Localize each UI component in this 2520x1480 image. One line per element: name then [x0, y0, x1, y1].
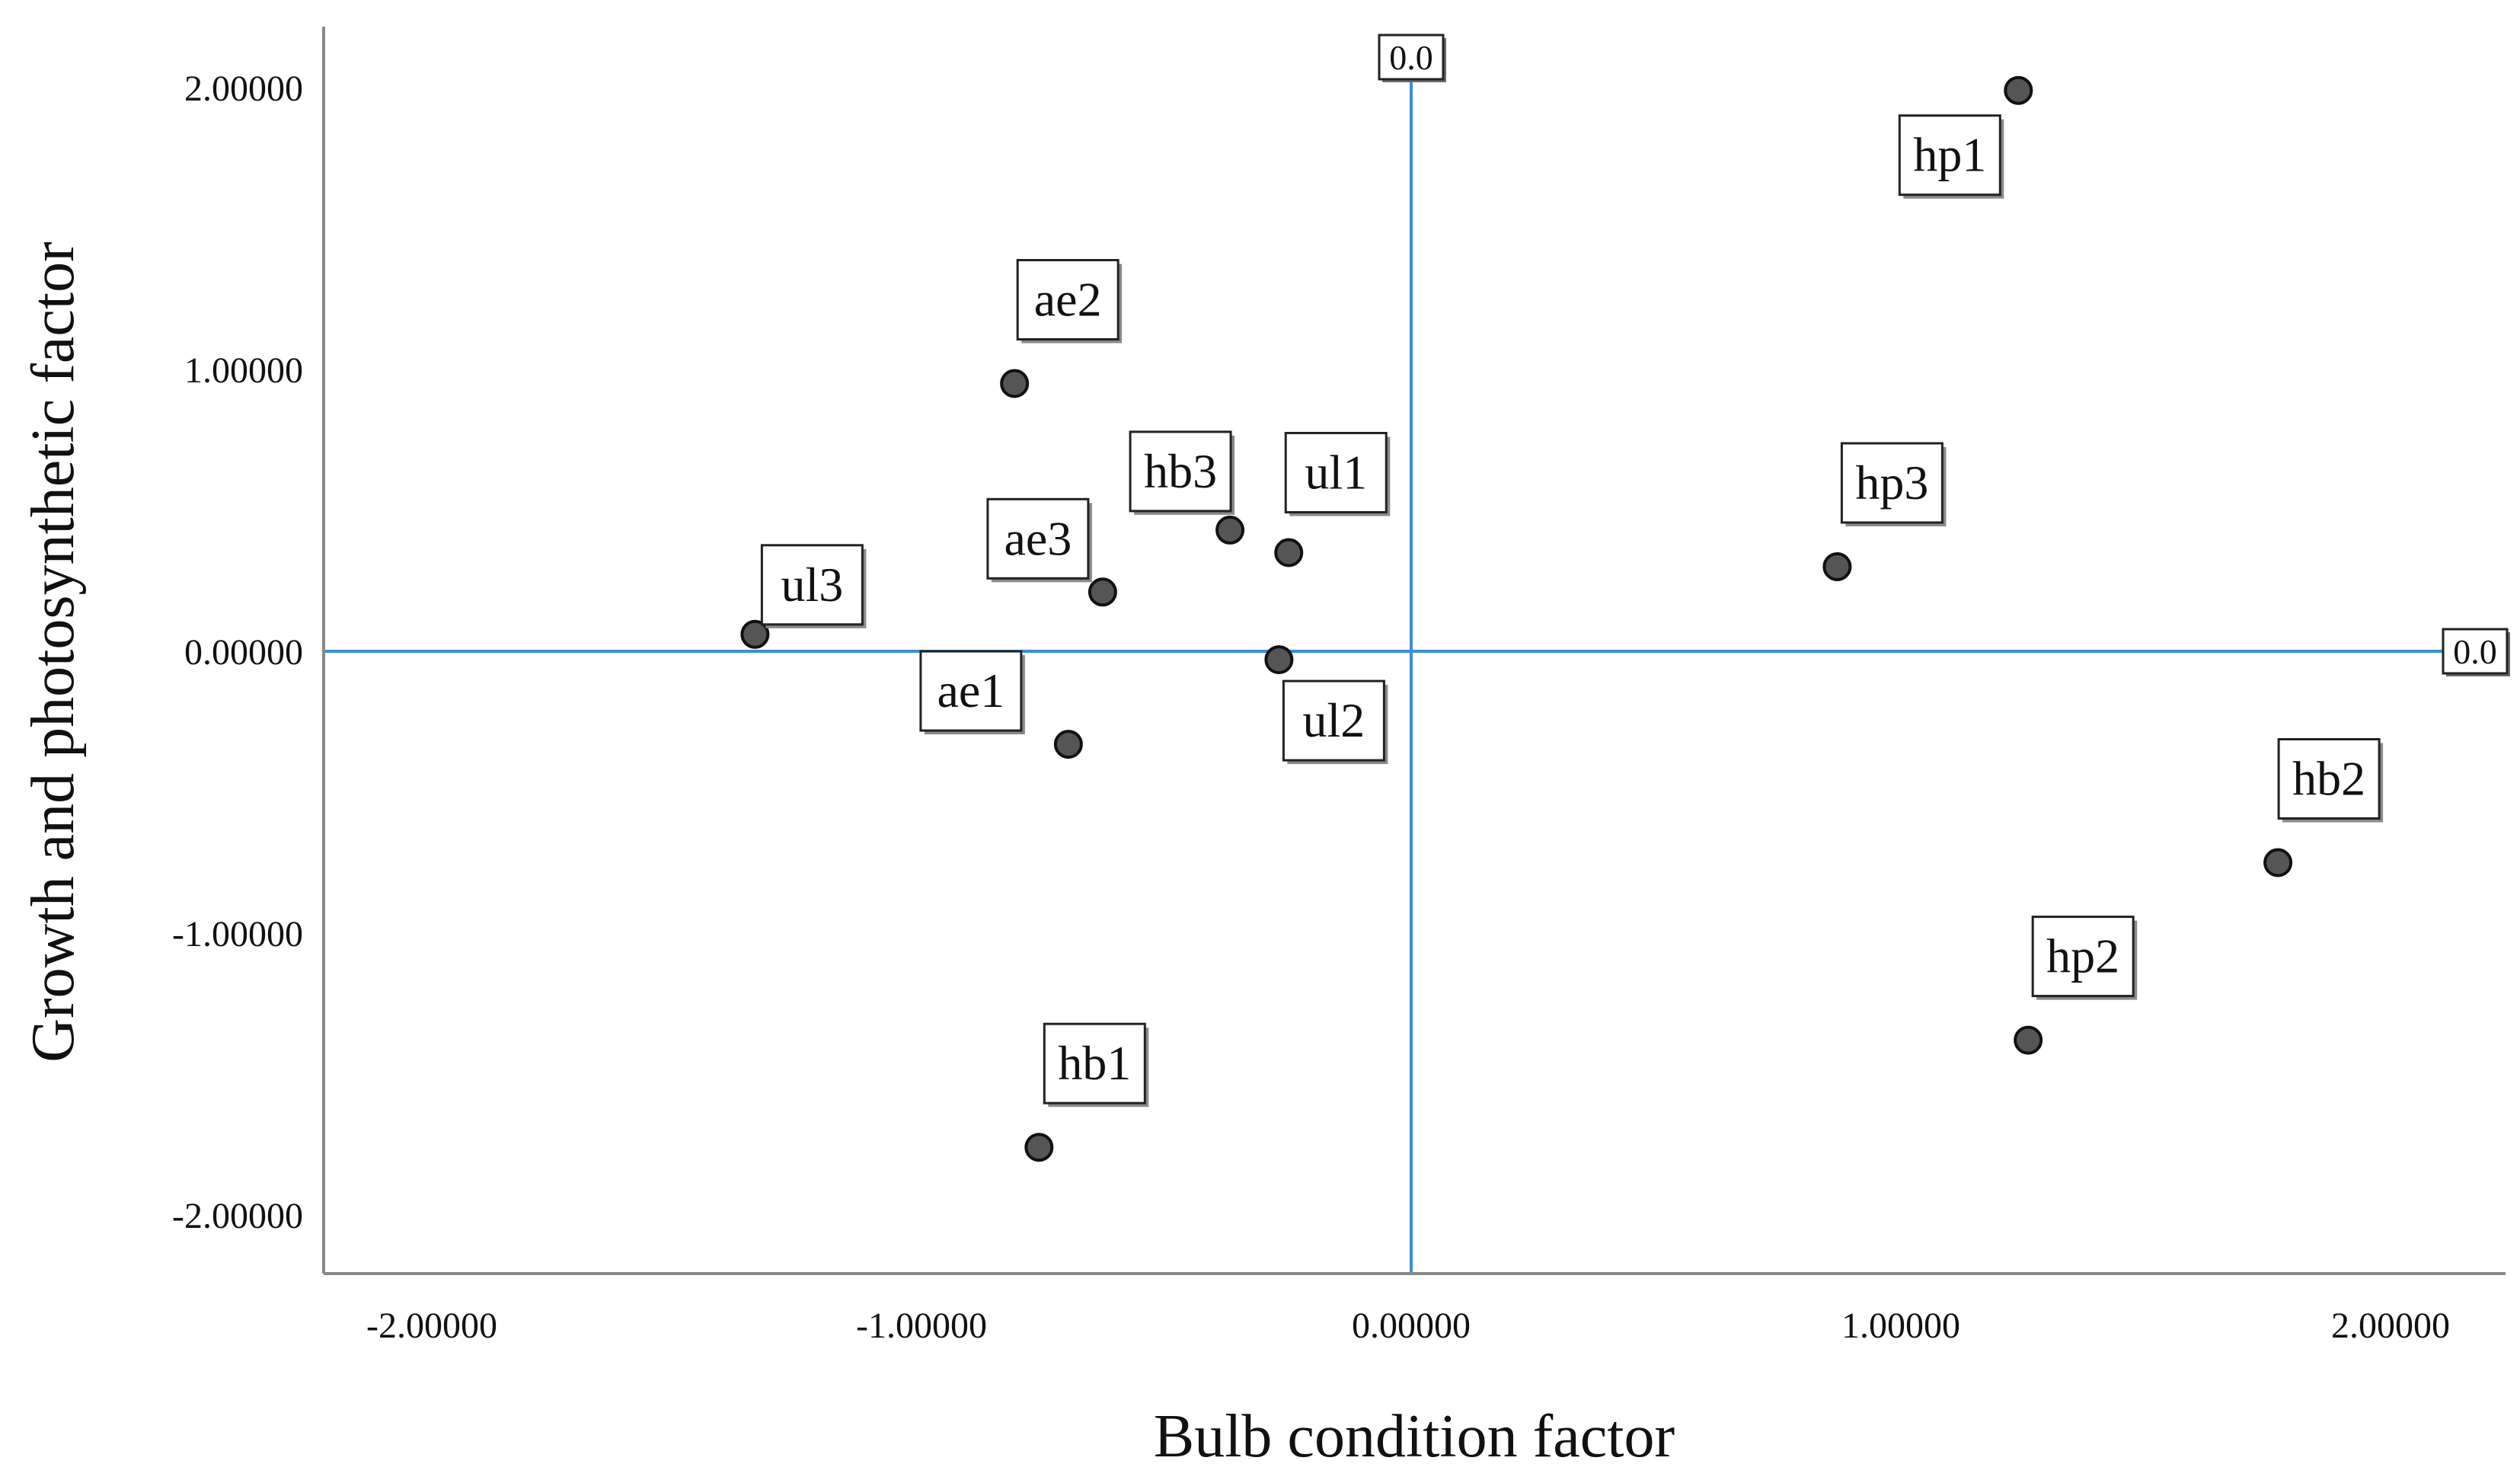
- point-label-ul1: ul1: [1284, 432, 1391, 516]
- x-tick-label: -2.00000: [366, 1306, 497, 1346]
- data-points: [740, 75, 2293, 1162]
- x-tick-label: 1.00000: [1841, 1306, 1960, 1346]
- y-axis-title: Growth and photosynthetic factor: [20, 241, 87, 1063]
- point-label-box: [1282, 679, 1385, 762]
- point-label-box: [1898, 114, 2001, 197]
- axes: [322, 27, 2506, 1275]
- point-label-text: hb2: [2292, 752, 2365, 806]
- y-tick-label: 0.00000: [184, 632, 303, 673]
- data-point-ae1: [1053, 730, 1083, 759]
- point-label-text: ae3: [1004, 511, 1072, 565]
- data-point-hp3: [1822, 552, 1852, 581]
- point-label-box: [2277, 738, 2381, 820]
- point-label-box: [2031, 916, 2135, 998]
- reference-label-box: [1378, 34, 1445, 81]
- point-label-hp3: hp3: [1840, 442, 1947, 526]
- point-label-text: ul2: [1302, 693, 1365, 747]
- point-label-box: [919, 650, 1023, 732]
- point-label-text: ul3: [781, 558, 843, 612]
- reference-line-vertical: 0.0: [1378, 34, 1446, 1274]
- point-label-text: ae2: [1034, 273, 1102, 327]
- data-point-ul3: [740, 619, 770, 649]
- point-label-ul2: ul2: [1282, 679, 1388, 765]
- reference-line-horizontal: 0.0: [324, 628, 2510, 676]
- point-label-box: [1129, 430, 1232, 513]
- data-point-hp1: [2004, 75, 2033, 105]
- point-label-box: [1016, 259, 1119, 340]
- x-tick-label: 0.00000: [1352, 1306, 1471, 1346]
- point-label-box: [1043, 1022, 1146, 1104]
- x-axis-ticks: -2.00000 -1.00000 0.00000 1.00000 2.00000: [366, 1306, 2450, 1346]
- y-tick-label: -2.00000: [172, 1196, 303, 1236]
- reference-line-label: 0.0: [1389, 38, 1433, 77]
- point-label-box: [760, 544, 864, 626]
- reference-lines: 0.0 0.0: [324, 34, 2510, 1274]
- point-label-text: hb1: [1058, 1036, 1131, 1090]
- point-label-text: ae1: [937, 663, 1004, 718]
- point-label-text: hp1: [1913, 128, 1986, 182]
- point-label-ae2: ae2: [1016, 259, 1123, 344]
- data-point-hp2: [2014, 1025, 2043, 1055]
- point-label-ae1: ae1: [919, 650, 1025, 735]
- reference-line-label: 0.0: [2453, 632, 2497, 671]
- point-label-text: hp2: [2046, 929, 2119, 983]
- y-tick-label: 1.00000: [184, 350, 303, 391]
- point-label-text: hp3: [1855, 456, 1928, 510]
- point-label-box: [1840, 442, 1943, 524]
- y-tick-label: -1.00000: [172, 914, 303, 954]
- point-label-box: [1284, 432, 1388, 513]
- data-point-hb2: [2263, 848, 2293, 877]
- data-point-hb1: [1024, 1133, 1054, 1162]
- data-point-ul2: [1264, 645, 1294, 675]
- point-label-hp1: hp1: [1898, 114, 2004, 199]
- point-labels: hp1 ae2 hb3 ul1 ae3 ul3 hp3 ul2 ae1 hb2 hp2 hb1: [760, 114, 2384, 1108]
- x-tick-label: -1.00000: [856, 1306, 987, 1346]
- x-axis-title: Bulb condition factor: [1154, 1403, 1675, 1470]
- point-label-box: [986, 497, 1090, 580]
- point-label-text: hb3: [1144, 444, 1217, 498]
- data-point-ul1: [1274, 538, 1304, 567]
- point-label-ul3: ul3: [760, 544, 867, 628]
- data-point-hb3: [1215, 515, 1245, 545]
- point-label-hb2: hb2: [2277, 738, 2384, 823]
- point-label-hb1: hb1: [1043, 1022, 1149, 1108]
- point-label-ae3: ae3: [986, 497, 1092, 583]
- data-point-ae3: [1088, 577, 1117, 607]
- x-tick-label: 2.00000: [2331, 1306, 2450, 1346]
- point-label-hp2: hp2: [2031, 916, 2138, 1000]
- reference-label-box: [2442, 628, 2509, 675]
- point-label-hb3: hb3: [1129, 430, 1235, 515]
- data-point-ae2: [1000, 369, 1030, 398]
- point-label-text: ul1: [1305, 446, 1367, 500]
- y-tick-label: 2.00000: [184, 69, 303, 109]
- y-axis-ticks: -2.00000 -1.00000 0.00000 1.00000 2.00000: [172, 69, 303, 1236]
